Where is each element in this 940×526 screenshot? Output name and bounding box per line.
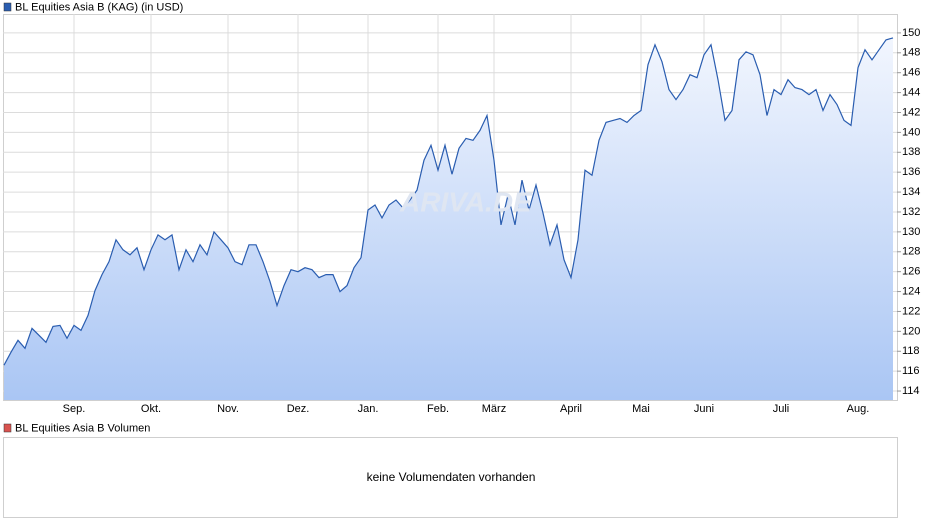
y-tick-label: 126 (902, 266, 920, 278)
y-tick-label: 130 (902, 226, 920, 238)
x-tick-label: Okt. (141, 403, 161, 415)
x-tick-label: März (482, 403, 506, 415)
y-tick-label: 132 (902, 206, 920, 218)
area (4, 37, 893, 401)
y-tick-label: 122 (902, 305, 920, 317)
x-tick-label: April (560, 403, 582, 415)
x-tick-label: Feb. (427, 403, 449, 415)
y-tick-label: 136 (902, 166, 920, 178)
y-tick-label: 134 (902, 186, 920, 198)
y-tick-label: 148 (902, 47, 920, 59)
y-tick-label: 118 (902, 345, 920, 357)
plot (3, 37, 894, 401)
volume-frame (3, 437, 898, 518)
y-tick-label: 124 (902, 285, 920, 297)
watermark: ARIVA.DE (399, 186, 533, 217)
volume-legend-swatch (3, 423, 12, 433)
x-tick-label: Sep. (63, 403, 86, 415)
y-tick-label: 140 (902, 126, 920, 138)
y-tick-label: 144 (902, 86, 920, 98)
x-tick-label: Mai (632, 403, 650, 415)
y-tick-label: 120 (902, 325, 920, 337)
y-tick-label: 114 (902, 385, 920, 397)
y-tick-label: 142 (902, 106, 920, 118)
line (3, 37, 894, 366)
x-tick-label: Dez. (287, 403, 310, 415)
y-tick-label: 138 (902, 146, 920, 158)
y-tick-label: 150 (902, 27, 920, 39)
legend-swatch (3, 2, 12, 12)
x-tick-label: Juli (773, 403, 790, 415)
y-tick-label: 128 (902, 246, 920, 258)
volume-message: keine Volumendaten vorhanden (367, 470, 536, 484)
x-tick-label: Nov. (217, 403, 239, 415)
x-tick-label: Jan. (358, 403, 379, 415)
x-tick-label: Aug. (847, 403, 870, 415)
legend-label: BL Equities Asia B (KAG) (in USD) (15, 1, 183, 13)
y-tick-label: 116 (902, 365, 920, 377)
volume-legend-label: BL Equities Asia B Volumen (15, 422, 150, 434)
x-tick-label: Juni (694, 403, 714, 415)
y-tick-label: 146 (902, 67, 920, 79)
